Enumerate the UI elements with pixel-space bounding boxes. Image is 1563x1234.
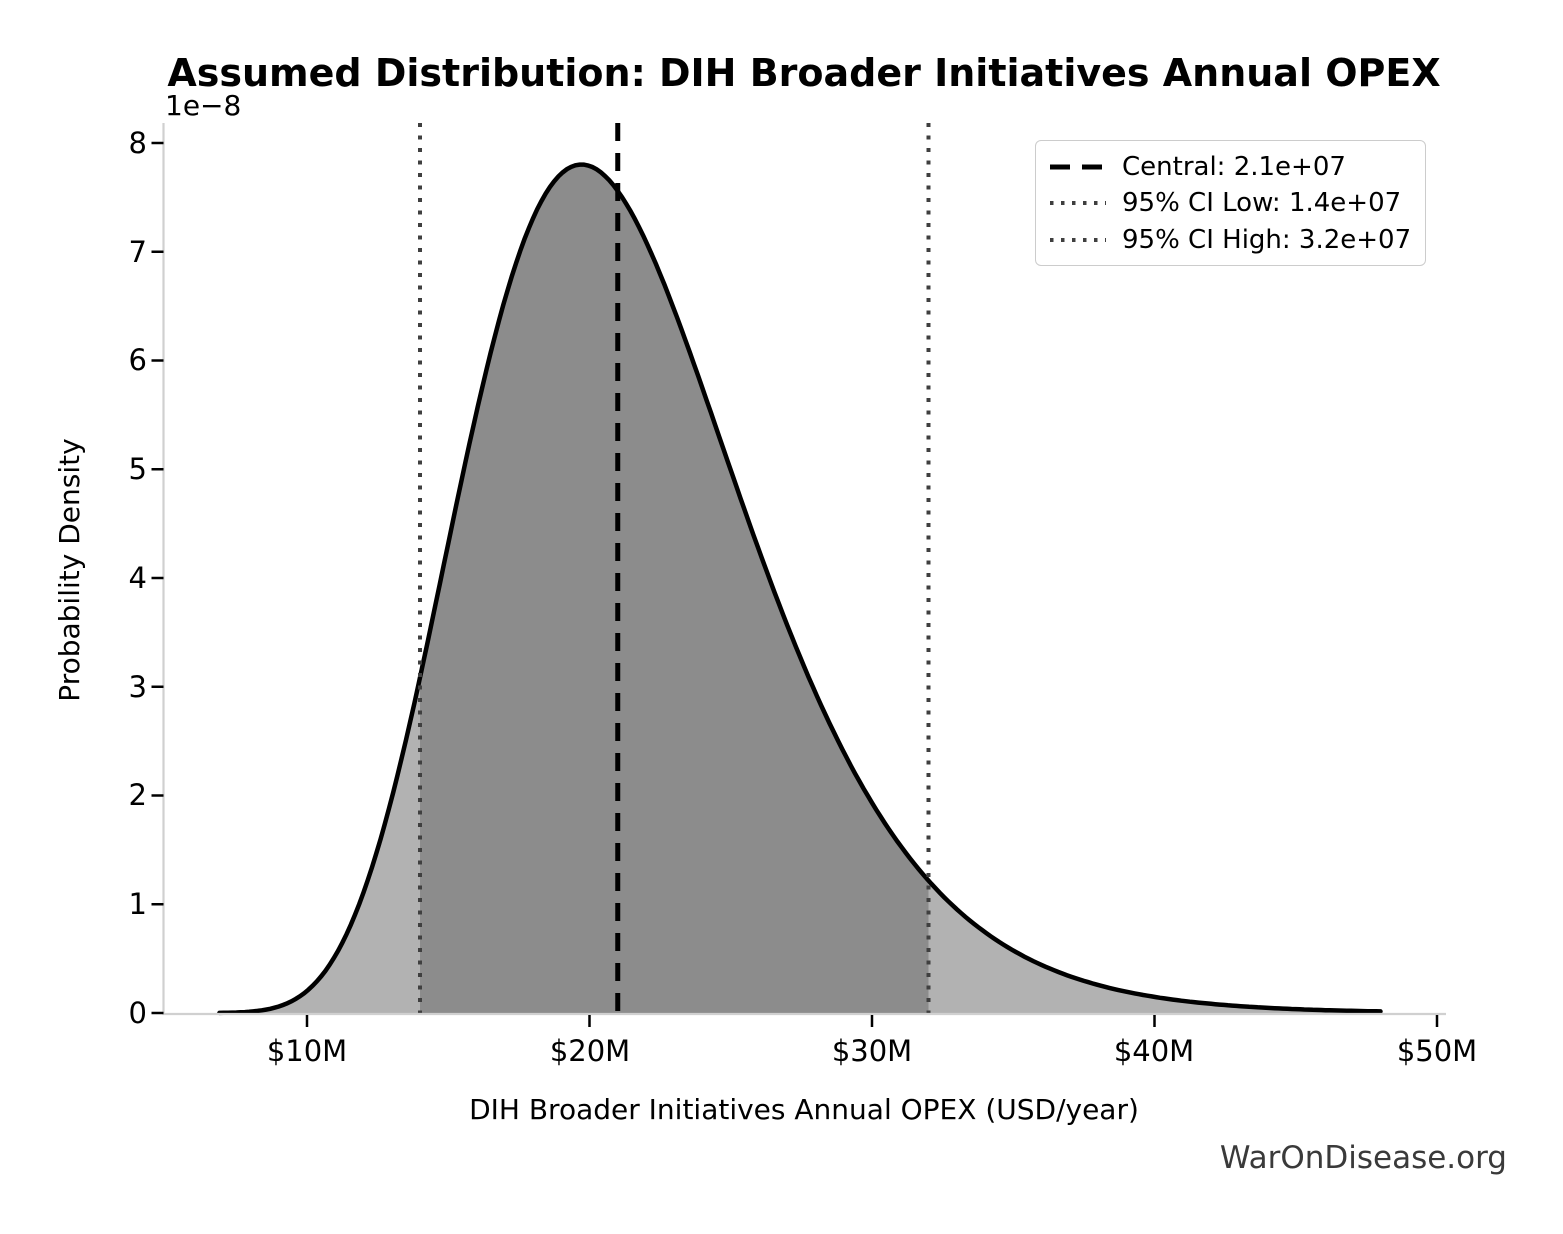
ci-band-fill bbox=[420, 164, 929, 1013]
pdf-curve bbox=[217, 162, 1383, 1016]
y-tick-label-1: 1 bbox=[128, 887, 147, 921]
legend-label-central: Central: 2.1e+07 bbox=[1122, 151, 1346, 182]
chart-title: Assumed Distribution: DIH Broader Initia… bbox=[167, 51, 1441, 95]
y-tick-label-5: 5 bbox=[128, 452, 147, 486]
y-tick-label-2: 2 bbox=[128, 778, 147, 812]
x-tick-label-50m: $50M bbox=[1396, 1034, 1478, 1068]
legend-entry-ci-low: 95% CI Low: 1.4e+07 bbox=[1050, 188, 1411, 218]
x-axis-label: DIH Broader Initiatives Annual OPEX (USD… bbox=[469, 1093, 1139, 1126]
legend-dotted-line-icon bbox=[1050, 201, 1106, 205]
y-axis-offset-label: 1e−8 bbox=[165, 89, 242, 122]
legend-entry-ci-high: 95% CI High: 3.2e+07 bbox=[1050, 225, 1411, 255]
y-tick-label-8: 8 bbox=[128, 126, 147, 160]
legend-dotted-line-icon bbox=[1050, 237, 1106, 242]
x-tick-label-10m: $10M bbox=[266, 1034, 348, 1068]
legend-label-ci-high: 95% CI High: 3.2e+07 bbox=[1122, 224, 1412, 255]
x-tick-label-20m: $20M bbox=[549, 1034, 631, 1068]
x-tick-label-30m: $30M bbox=[831, 1034, 913, 1068]
legend-dashed-line-icon bbox=[1050, 164, 1106, 169]
y-axis-label: Probability Density bbox=[53, 438, 86, 702]
y-tick-label-7: 7 bbox=[128, 235, 147, 269]
y-tick-label-6: 6 bbox=[128, 343, 147, 377]
legend: Central: 2.1e+07 95% CI Low: 1.4e+07 95%… bbox=[1035, 140, 1426, 266]
legend-entry-central: Central: 2.1e+07 bbox=[1050, 152, 1411, 182]
y-tick-label-3: 3 bbox=[128, 670, 147, 704]
y-tick-label-0: 0 bbox=[128, 996, 147, 1030]
y-tick-label-4: 4 bbox=[128, 561, 147, 595]
x-tick-label-40m: $40M bbox=[1113, 1034, 1195, 1068]
watermark: WarOnDisease.org bbox=[1219, 1140, 1507, 1176]
legend-label-ci-low: 95% CI Low: 1.4e+07 bbox=[1122, 188, 1402, 218]
